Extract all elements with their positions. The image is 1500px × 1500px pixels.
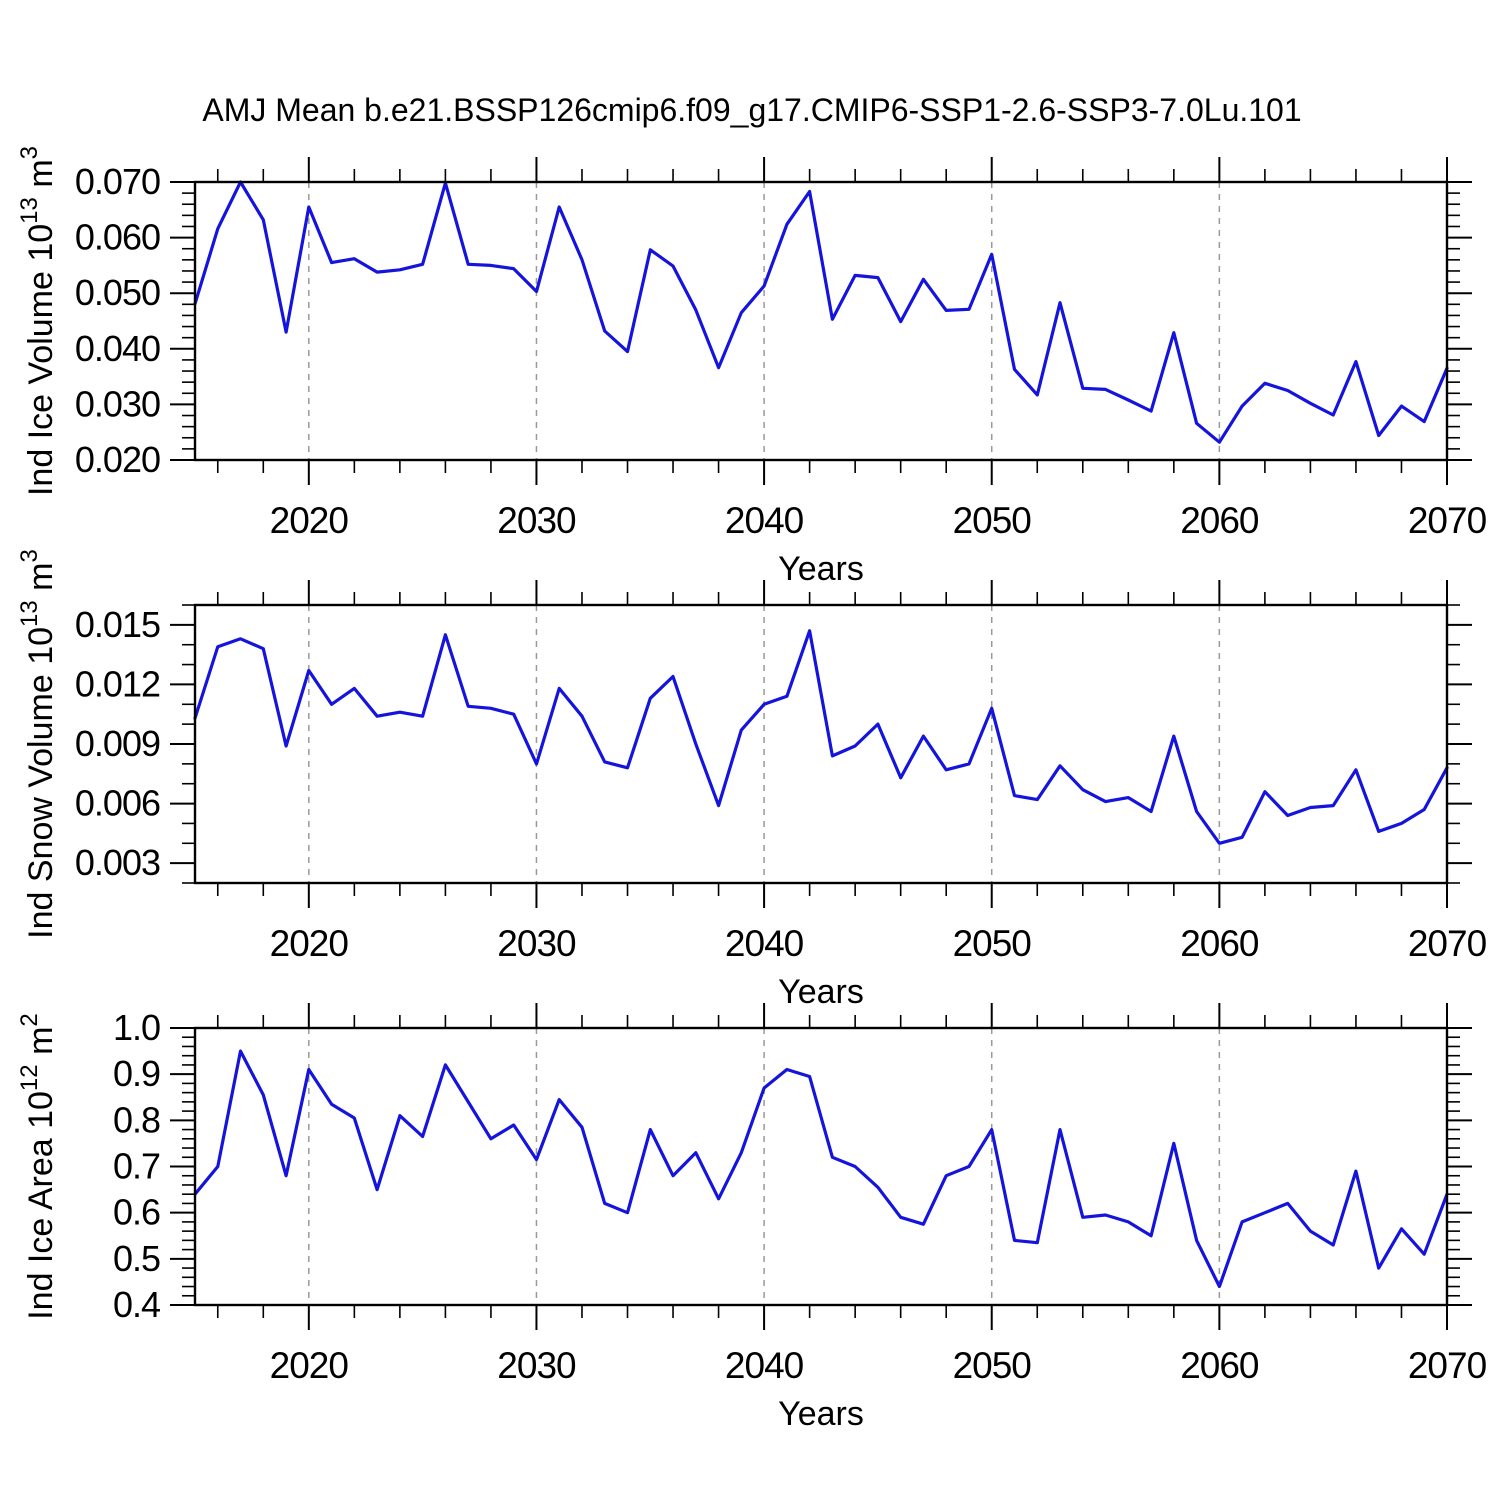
y-tick-label: 0.060 [75, 217, 160, 258]
x-tick-label: 2060 [1180, 500, 1259, 541]
decade-gridlines [308, 1028, 1221, 1305]
x-tick-label: 2030 [497, 923, 576, 964]
y-tick-label: 0.8 [113, 1099, 160, 1140]
y-tick-label: 0.070 [75, 161, 160, 202]
x-axis-title: Years [778, 973, 864, 1011]
y-tick-label: 0.5 [113, 1238, 160, 1279]
plot-frame [193, 603, 1449, 885]
y-tick-label: 0.6 [113, 1192, 160, 1233]
y-tick-label: 0.050 [75, 272, 160, 313]
x-tick-label: 2060 [1180, 923, 1259, 964]
y-axis-title: Ind Snow Volume 1013 m3 [16, 549, 60, 939]
y-tick-label: 0.003 [75, 842, 160, 883]
x-tick-label: 2070 [1408, 500, 1487, 541]
y-tick-label: 0.009 [75, 723, 160, 764]
y-axis-title: Ind Ice Area 1012 m2 [16, 1013, 60, 1320]
x-tick-label: 2030 [497, 500, 576, 541]
x-axis-title: Years [778, 550, 864, 588]
y-tick-label: 0.4 [113, 1284, 160, 1325]
decade-gridlines [308, 182, 1221, 460]
y-tick-label: 0.040 [75, 328, 160, 369]
y-tick-label: 0.7 [113, 1146, 160, 1187]
y-tick-label: 0.9 [113, 1053, 160, 1094]
y-tick-label: 0.012 [75, 663, 160, 704]
plot-frame [193, 1026, 1449, 1307]
x-tick-label: 2040 [725, 1345, 804, 1386]
x-tick-label: 2060 [1180, 1345, 1259, 1386]
x-axis-title: Years [778, 1395, 864, 1433]
data-line-ind-snow-volume [193, 629, 1449, 845]
x-tick-label: 2020 [270, 500, 349, 541]
ticks [170, 1003, 1472, 1330]
data-line-ind-ice-area [193, 1049, 1449, 1289]
x-tick-label: 2030 [497, 1345, 576, 1386]
x-tick-label: 2020 [270, 923, 349, 964]
figure-title: AMJ Mean b.e21.BSSP126cmip6.f09_g17.CMIP… [202, 92, 1302, 128]
y-tick-label: 0.020 [75, 439, 160, 480]
x-tick-label: 2020 [270, 1345, 349, 1386]
x-tick-label: 2040 [725, 923, 804, 964]
ticks [170, 157, 1472, 485]
y-tick-label: 1.0 [113, 1007, 160, 1048]
x-tick-label: 2070 [1408, 1345, 1487, 1386]
ticks [170, 580, 1472, 908]
decade-gridlines [308, 605, 1221, 883]
y-tick-label: 0.030 [75, 383, 160, 424]
y-axis-title: Ind Ice Volume 1013 m3 [16, 146, 60, 496]
y-tick-label: 0.006 [75, 783, 160, 824]
x-tick-label: 2040 [725, 500, 804, 541]
x-tick-label: 2050 [953, 500, 1032, 541]
x-tick-label: 2050 [953, 923, 1032, 964]
plot-frame [193, 180, 1449, 462]
data-line-ind-ice-volume [193, 180, 1449, 444]
x-tick-label: 2050 [953, 1345, 1032, 1386]
y-tick-label: 0.015 [75, 604, 160, 645]
x-tick-label: 2070 [1408, 923, 1487, 964]
